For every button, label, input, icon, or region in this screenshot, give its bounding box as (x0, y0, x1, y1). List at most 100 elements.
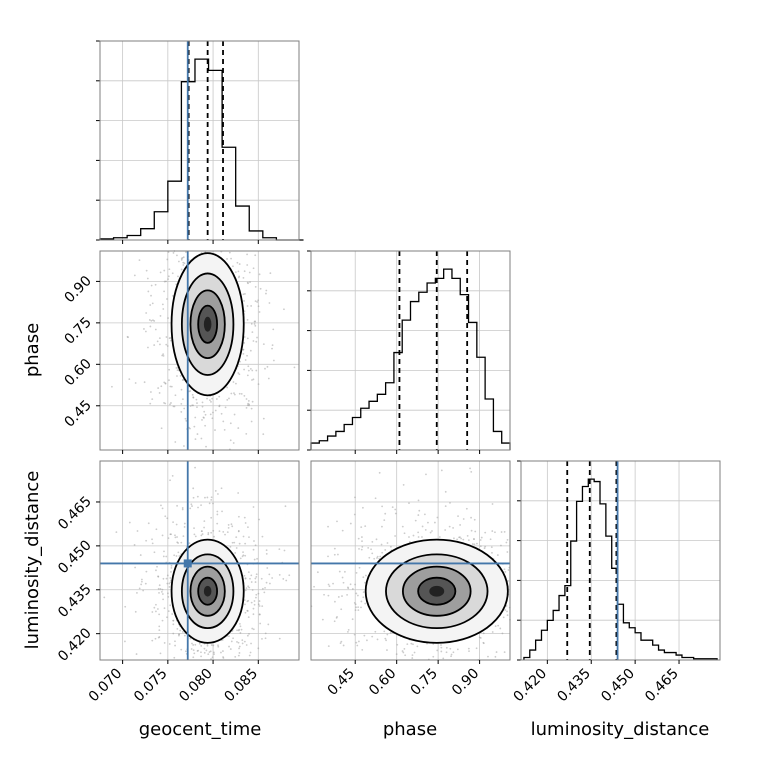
sample-point (370, 548, 372, 551)
sample-point (151, 611, 154, 613)
sample-point (244, 554, 247, 557)
sample-point (403, 532, 406, 535)
sample-point (211, 656, 214, 659)
sample-point (501, 632, 504, 635)
sample-point (436, 649, 439, 652)
sample-point (163, 550, 165, 553)
sample-point (366, 639, 368, 642)
sample-point (163, 607, 166, 610)
sample-point (103, 596, 106, 599)
sample-point (246, 609, 249, 612)
sample-point (252, 340, 255, 342)
sample-point (170, 402, 172, 404)
sample-point (246, 374, 249, 377)
sample-point (209, 413, 212, 416)
sample-point (367, 547, 370, 549)
sample-point (250, 601, 253, 604)
sample-point (133, 543, 136, 546)
sample-point (257, 305, 260, 308)
sample-point (402, 483, 405, 486)
sample-point (228, 397, 230, 400)
sample-point (140, 580, 143, 583)
sample-point (500, 544, 502, 547)
sample-point (181, 508, 184, 511)
x-axis-label-luminosity-distance: luminosity_distance (531, 719, 710, 740)
sample-point (253, 603, 256, 606)
sample-point (193, 425, 196, 428)
sample-point (163, 269, 166, 272)
sample-point (250, 322, 253, 325)
sample-point (265, 292, 267, 295)
sample-point (247, 369, 250, 372)
sample-point (239, 632, 242, 634)
sample-point (257, 603, 260, 606)
sample-point (158, 613, 161, 616)
sample-point (378, 471, 381, 474)
sample-point (411, 657, 414, 659)
sample-point (253, 558, 256, 561)
sample-point (254, 324, 257, 327)
sample-point (283, 549, 286, 552)
sample-point (244, 293, 246, 295)
sample-point (147, 346, 149, 349)
sample-point (206, 644, 209, 647)
sample-point (245, 587, 248, 590)
sample-point (247, 571, 250, 574)
sample-point (502, 616, 505, 619)
sample-point (210, 644, 213, 646)
sample-point (418, 509, 421, 512)
sample-point (161, 507, 164, 510)
sample-point (183, 634, 186, 637)
sample-point (360, 548, 363, 551)
sample-point (171, 474, 174, 477)
sample-point (222, 657, 225, 659)
sample-point (268, 573, 271, 576)
sample-point (218, 530, 221, 533)
sample-point (261, 535, 264, 538)
sample-point (147, 522, 150, 525)
sample-point (153, 320, 156, 322)
sample-point (244, 589, 247, 592)
sample-point (263, 591, 266, 594)
sample-point (165, 555, 168, 558)
histogram-step-geocent_time (99, 58, 304, 241)
sample-point (154, 283, 157, 286)
sample-point (271, 347, 273, 350)
sample-point (178, 555, 181, 557)
sample-point (257, 299, 260, 302)
sample-point (411, 654, 414, 657)
sample-point (244, 611, 247, 614)
sample-point (238, 647, 240, 650)
sample-point (149, 304, 152, 306)
sample-point (376, 638, 379, 641)
sample-point (159, 271, 162, 274)
sample-point (179, 629, 182, 632)
sample-point (228, 645, 230, 648)
sample-point (166, 616, 168, 619)
sample-point (150, 319, 153, 322)
sample-point (180, 388, 183, 391)
sample-point (255, 593, 258, 596)
sample-point (250, 305, 253, 307)
sample-point (251, 400, 254, 403)
sample-point (165, 336, 168, 338)
sample-point (240, 392, 243, 395)
sample-point (246, 318, 249, 321)
sample-point (162, 355, 165, 357)
x-tick-label: 0.075 (131, 666, 171, 706)
sample-point (243, 394, 246, 397)
sample-point (333, 620, 336, 623)
sample-point (222, 650, 224, 652)
sample-point (395, 653, 398, 656)
sample-point (176, 254, 178, 257)
sample-point (211, 417, 214, 420)
contour-0 (364, 538, 509, 644)
sample-point (389, 545, 392, 548)
sample-point (258, 311, 261, 313)
contour-3 (417, 576, 457, 606)
sample-point (494, 625, 497, 628)
sample-point (457, 515, 459, 518)
contour-2 (189, 289, 226, 360)
sample-point (156, 565, 158, 568)
sample-point (227, 526, 230, 529)
